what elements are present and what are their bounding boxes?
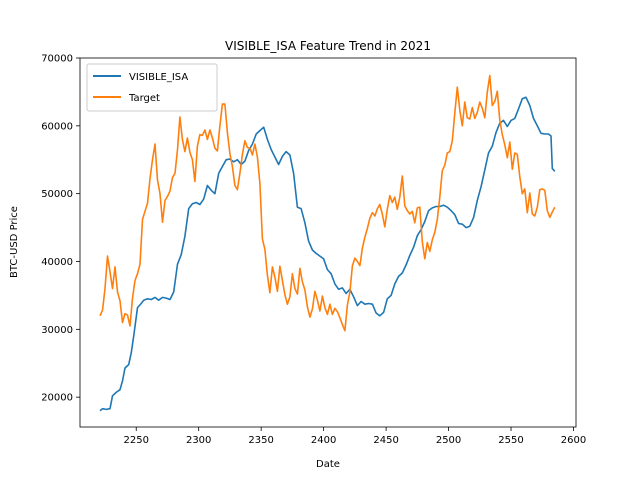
x-tick-label: 2550 (498, 435, 523, 446)
legend-label-visible-isa: VISIBLE_ISA (129, 72, 188, 83)
legend: VISIBLE_ISA Target (86, 63, 218, 112)
x-tick-label: 2300 (186, 435, 211, 446)
x-axis: 2250 2300 2350 2400 2450 2500 2550 2600 (123, 427, 586, 446)
y-tick-label: 20000 (41, 393, 73, 404)
plot-area-group (79, 57, 577, 428)
y-axis-label: BTC-USD Price (9, 206, 20, 278)
y-tick-label: 40000 (41, 257, 73, 268)
x-tick-label: 2600 (561, 435, 586, 446)
series-line-visible-isa (99, 96, 556, 412)
y-tick-label: 50000 (41, 189, 73, 200)
y-tick-label: 60000 (41, 121, 73, 132)
x-tick-label: 2250 (123, 435, 148, 446)
y-axis: 20000 30000 40000 50000 60000 70000 (41, 54, 80, 404)
x-tick-label: 2500 (436, 435, 461, 446)
legend-label-target: Target (128, 93, 160, 104)
x-tick-label: 2350 (248, 435, 273, 446)
series-layer (99, 74, 556, 412)
x-axis-label: Date (316, 459, 340, 470)
series-line-target (99, 74, 556, 332)
x-tick-label: 2450 (373, 435, 398, 446)
y-tick-label: 70000 (41, 54, 73, 65)
plot-frame (79, 57, 577, 428)
y-tick-label: 30000 (41, 325, 73, 336)
x-tick-label: 2400 (311, 435, 336, 446)
chart-title: VISIBLE_ISA Feature Trend in 2021 (225, 39, 431, 53)
